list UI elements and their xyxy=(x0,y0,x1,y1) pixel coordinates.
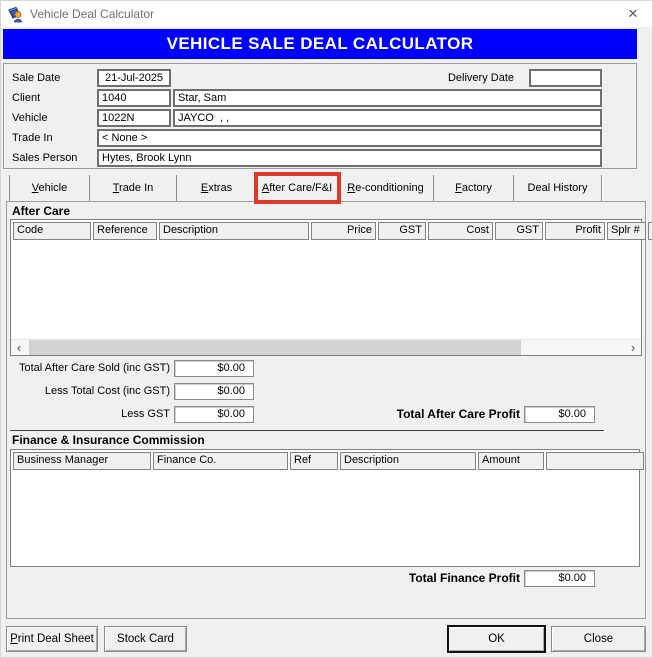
tab-label: After Care/F&I xyxy=(261,182,333,194)
tab-label: Deal History xyxy=(527,182,588,194)
less-gst-label: Less GST xyxy=(121,408,170,420)
vehicle-desc-field[interactable]: JAYCO , , xyxy=(173,109,602,127)
finance-grid: Business Manager Finance Co. Ref Descriptio… xyxy=(10,449,644,567)
tab-extras[interactable]: Extras xyxy=(177,175,257,201)
after-care-header-gst: GST xyxy=(378,222,426,240)
total-finance-profit-label: Total Finance Profit xyxy=(408,571,520,585)
finance-section-title: Finance & Insurance Commission xyxy=(12,433,205,447)
total-finance-profit-value: $0.00 xyxy=(524,570,595,587)
client-code-field[interactable]: 1040 xyxy=(97,89,171,107)
window-title: Vehicle Deal Calculator xyxy=(30,7,155,21)
stock-card-label: Stock Card xyxy=(117,633,174,645)
print-deal-sheet-label: Print Deal Sheet xyxy=(10,633,94,645)
close-icon[interactable]: ✕ xyxy=(627,6,639,21)
after-care-header-reference: Reference xyxy=(93,222,157,240)
total-sold-value: $0.00 xyxy=(174,360,254,377)
tab-label: Extras xyxy=(200,182,233,194)
less-gst-value: $0.00 xyxy=(174,406,254,423)
client-label: Client xyxy=(12,92,41,104)
finance-header-empty xyxy=(546,452,644,470)
tab-label: Vehicle xyxy=(31,182,68,194)
ok-button[interactable]: OK xyxy=(448,626,545,652)
scroll-right-icon[interactable]: › xyxy=(630,340,636,355)
finance-header-business-manager: Business Manager xyxy=(13,452,151,470)
after-care-section-title: After Care xyxy=(12,204,71,218)
after-care-header-gst: GST xyxy=(495,222,543,240)
finance-header-finance-co: Finance Co. xyxy=(153,452,288,470)
after-care-header-code: Code xyxy=(13,222,91,240)
after-care-header-splr: Splr # xyxy=(607,222,646,240)
close-label: Close xyxy=(583,633,614,645)
tab-label: Re-conditioning xyxy=(347,182,424,194)
after-care-header-empty xyxy=(648,222,652,240)
vehicle-label: Vehicle xyxy=(12,112,48,124)
client-name-field[interactable]: Star, Sam xyxy=(173,89,602,107)
app-icon xyxy=(8,6,22,22)
total-after-care-profit-value: $0.00 xyxy=(524,406,595,423)
delivery-date-field[interactable] xyxy=(529,69,602,87)
deal-header-panel: Sale Date 21-Jul-2025 Delivery Date Clie… xyxy=(3,63,637,169)
tab-factory[interactable]: Factory xyxy=(434,175,514,201)
sale-date-field[interactable]: 21-Jul-2025 xyxy=(97,69,171,87)
tab-deal-history[interactable]: Deal History xyxy=(514,175,602,201)
delivery-date-label: Delivery Date xyxy=(447,72,514,84)
trade-in-field[interactable]: < None > xyxy=(97,129,602,147)
finance-header-ref: Ref xyxy=(290,452,338,470)
sale-date-label: Sale Date xyxy=(12,72,61,84)
banner-title: VEHICLE SALE DEAL CALCULATOR xyxy=(3,29,637,59)
print-deal-sheet-button[interactable]: Print Deal Sheet xyxy=(6,626,98,652)
finance-header-amount: Amount xyxy=(478,452,544,470)
tab-trade-in[interactable]: Trade In xyxy=(90,175,177,201)
title-bar: Vehicle Deal Calculator ✕ xyxy=(1,1,652,27)
total-sold-label: Total After Care Sold (inc GST) xyxy=(19,362,170,374)
scrollbar-track[interactable] xyxy=(27,340,625,355)
tab-vehicle[interactable]: Vehicle xyxy=(10,175,90,201)
after-care-grid-header: Code Reference Description Price GST Cost GST P… xyxy=(11,220,652,240)
tab-re-conditioning[interactable]: Re-conditioning xyxy=(338,175,434,201)
after-care-grid: Code Reference Description Price GST Cost GST P… xyxy=(10,219,652,356)
less-total-cost-value: $0.00 xyxy=(174,383,254,400)
total-after-care-profit-label: Total After Care Profit xyxy=(396,407,520,421)
after-care-grid-body[interactable] xyxy=(11,240,641,339)
after-care-header-price: Price xyxy=(311,222,376,240)
after-care-header-cost: Cost xyxy=(428,222,493,240)
sales-person-field[interactable]: Hytes, Brook Lynn xyxy=(97,149,602,167)
tab-label: Factory xyxy=(455,182,492,194)
close-button[interactable]: Close xyxy=(551,626,646,652)
scroll-left-icon[interactable]: ‹ xyxy=(16,340,22,355)
finance-grid-body[interactable] xyxy=(11,470,639,566)
sales-person-label: Sales Person xyxy=(12,152,78,164)
finance-header-description: Description xyxy=(340,452,476,470)
after-care-header-profit: Profit xyxy=(545,222,605,240)
scrollbar-thumb[interactable] xyxy=(29,340,521,355)
section-divider xyxy=(10,430,604,431)
less-total-cost-label: Less Total Cost (inc GST) xyxy=(44,385,170,397)
tab-label: Trade In xyxy=(112,182,154,194)
after-care-tab-panel: After Care Code Reference Description Price… xyxy=(6,201,652,619)
after-care-horizontal-scrollbar[interactable]: ‹ › xyxy=(11,339,641,355)
finance-grid-header: Business Manager Finance Co. Ref Descriptio… xyxy=(11,450,644,470)
ok-label: OK xyxy=(488,633,505,645)
trade-in-label: Trade In xyxy=(12,132,53,144)
vehicle-code-field[interactable]: 1022N xyxy=(97,109,171,127)
stock-card-button[interactable]: Stock Card xyxy=(104,626,187,652)
tab-strip: Vehicle Trade In Extras After Care/F&I Re-co… xyxy=(9,172,602,204)
after-care-header-description: Description xyxy=(159,222,309,240)
tab-after-care-f-i[interactable]: After Care/F&I xyxy=(254,172,341,204)
